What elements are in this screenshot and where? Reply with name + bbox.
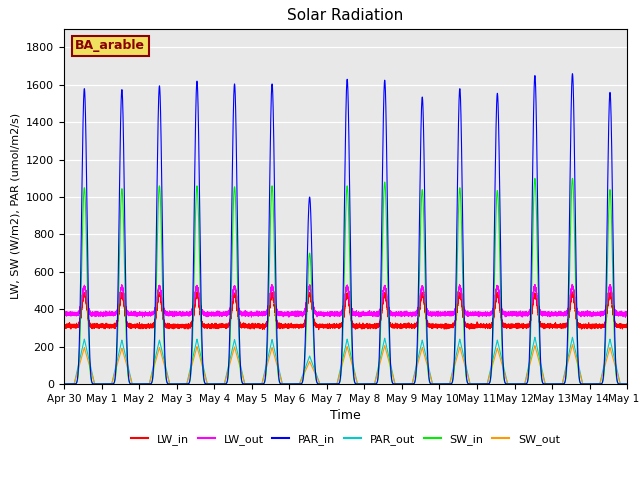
PAR_in [60, 381, 68, 387]
PAR_out [483, 381, 491, 386]
PAR_in [520, 381, 528, 387]
SW_out [483, 381, 491, 386]
SW_out [513, 381, 520, 387]
PAR_out [499, 360, 506, 365]
LW_out [90, 312, 97, 318]
PAR_in [499, 346, 506, 351]
Text: BA_arable: BA_arable [76, 39, 145, 52]
SW_in [623, 381, 631, 387]
SW_out [420, 349, 428, 355]
LW_out [513, 312, 520, 318]
Title: Solar Radiation: Solar Radiation [287, 9, 404, 24]
LW_in [483, 324, 491, 330]
PAR_out [623, 381, 631, 387]
SW_out [60, 381, 68, 387]
LW_in [60, 323, 68, 328]
SW_in [513, 381, 520, 387]
Line: LW_in: LW_in [64, 292, 627, 330]
LW_in [420, 296, 428, 302]
PAR_in [623, 381, 631, 387]
SW_out [568, 342, 576, 348]
LW_out [60, 311, 68, 316]
PAR_out [520, 381, 528, 387]
SW_in [483, 381, 491, 387]
LW_out [520, 312, 528, 318]
Legend: LW_in, LW_out, PAR_in, PAR_out, SW_in, SW_out: LW_in, LW_out, PAR_in, PAR_out, SW_in, S… [127, 430, 564, 449]
LW_out [568, 281, 576, 287]
SW_in [531, 176, 539, 181]
LW_out [483, 310, 491, 316]
PAR_out [531, 335, 539, 340]
LW_out [420, 288, 428, 293]
LW_in [90, 323, 97, 329]
LW_out [499, 309, 506, 315]
LW_out [623, 310, 631, 316]
LW_in [499, 322, 506, 328]
Line: PAR_in: PAR_in [64, 73, 627, 384]
PAR_in [568, 71, 576, 76]
Line: LW_out: LW_out [64, 284, 627, 317]
Y-axis label: LW, SW (W/m2), PAR (umol/m2/s): LW, SW (W/m2), PAR (umol/m2/s) [11, 113, 20, 300]
SW_out [520, 381, 528, 387]
PAR_out [513, 381, 520, 387]
SW_in [520, 381, 528, 387]
SW_out [623, 381, 631, 387]
SW_in [60, 381, 68, 387]
Line: PAR_out: PAR_out [64, 337, 627, 384]
SW_in [420, 207, 428, 213]
LW_in [568, 289, 576, 295]
X-axis label: Time: Time [330, 409, 361, 422]
Line: SW_in: SW_in [64, 179, 627, 384]
SW_in [499, 358, 506, 363]
LW_out [621, 314, 629, 320]
PAR_out [420, 343, 428, 348]
PAR_in [90, 381, 97, 387]
PAR_in [513, 381, 520, 387]
SW_out [90, 377, 97, 383]
Line: SW_out: SW_out [64, 345, 627, 384]
LW_in [623, 324, 631, 330]
PAR_out [90, 376, 97, 382]
PAR_out [60, 381, 68, 387]
LW_in [513, 325, 520, 331]
SW_in [90, 381, 97, 387]
PAR_in [420, 125, 428, 131]
SW_out [499, 363, 506, 369]
PAR_in [483, 381, 491, 387]
LW_in [315, 327, 323, 333]
LW_in [520, 323, 528, 329]
